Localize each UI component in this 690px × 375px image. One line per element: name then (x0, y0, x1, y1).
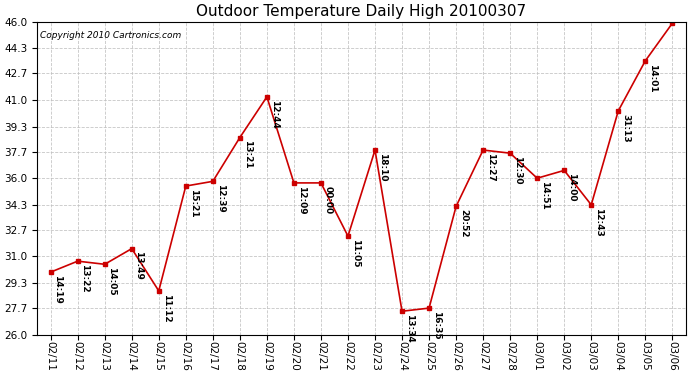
Text: 12:30: 12:30 (513, 156, 522, 184)
Text: 13:22: 13:22 (81, 264, 90, 292)
Text: 00:00: 00:00 (324, 186, 333, 214)
Text: 12:44: 12:44 (270, 100, 279, 129)
Text: 12:09: 12:09 (297, 186, 306, 214)
Text: 12:39: 12:39 (215, 184, 225, 213)
Text: 11:05: 11:05 (351, 239, 359, 267)
Text: 15:21: 15:21 (188, 189, 197, 217)
Text: 31:13: 31:13 (621, 114, 630, 142)
Text: 14:00: 14:00 (567, 173, 576, 202)
Text: 13:21: 13:21 (243, 140, 252, 169)
Text: 18:10: 18:10 (378, 153, 387, 182)
Text: 13:34: 13:34 (405, 314, 414, 343)
Text: 16:35: 16:35 (432, 311, 441, 339)
Text: 14:19: 14:19 (53, 275, 62, 304)
Text: 14:05: 14:05 (108, 267, 117, 296)
Text: 14:51: 14:51 (540, 181, 549, 210)
Text: 12:27: 12:27 (486, 153, 495, 182)
Text: 20:52: 20:52 (459, 209, 468, 238)
Text: 12:43: 12:43 (594, 208, 603, 236)
Text: 11:12: 11:12 (161, 294, 170, 322)
Text: Copyright 2010 Cartronics.com: Copyright 2010 Cartronics.com (41, 31, 181, 40)
Text: 13:49: 13:49 (135, 251, 144, 280)
Title: Outdoor Temperature Daily High 20100307: Outdoor Temperature Daily High 20100307 (197, 4, 526, 19)
Text: 14:01: 14:01 (648, 64, 657, 92)
